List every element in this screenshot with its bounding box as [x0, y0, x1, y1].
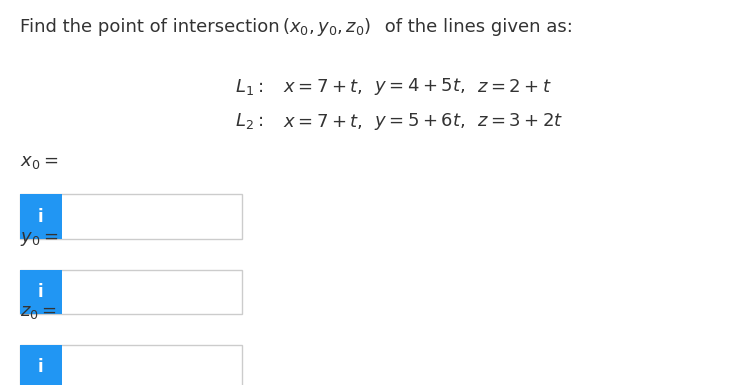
Text: $x = 7 + t,$: $x = 7 + t,$ — [283, 77, 362, 96]
Text: i: i — [38, 283, 44, 301]
Text: i: i — [38, 358, 44, 376]
Text: $x_0 =$: $x_0 =$ — [20, 153, 58, 171]
Text: $x = 7 + t,$: $x = 7 + t,$ — [283, 112, 362, 131]
Text: $y = 4 + 5t,$: $y = 4 + 5t,$ — [374, 76, 465, 97]
Text: $L_1:$: $L_1:$ — [235, 77, 262, 97]
Text: $(x_0, y_0, z_0)$: $(x_0, y_0, z_0)$ — [282, 16, 371, 38]
Text: of the lines given as:: of the lines given as: — [379, 18, 573, 36]
Text: $z = 2 + t$: $z = 2 + t$ — [477, 78, 552, 95]
Text: i: i — [38, 208, 44, 226]
Text: $z_0 =$: $z_0 =$ — [20, 303, 57, 321]
Text: Find the point of intersection: Find the point of intersection — [20, 18, 286, 36]
Text: $y_0 =$: $y_0 =$ — [20, 230, 58, 248]
Text: $L_2:$: $L_2:$ — [235, 111, 262, 131]
Text: $z = 3 + 2t$: $z = 3 + 2t$ — [477, 112, 563, 130]
Text: $y = 5 + 6t,$: $y = 5 + 6t,$ — [374, 111, 465, 132]
